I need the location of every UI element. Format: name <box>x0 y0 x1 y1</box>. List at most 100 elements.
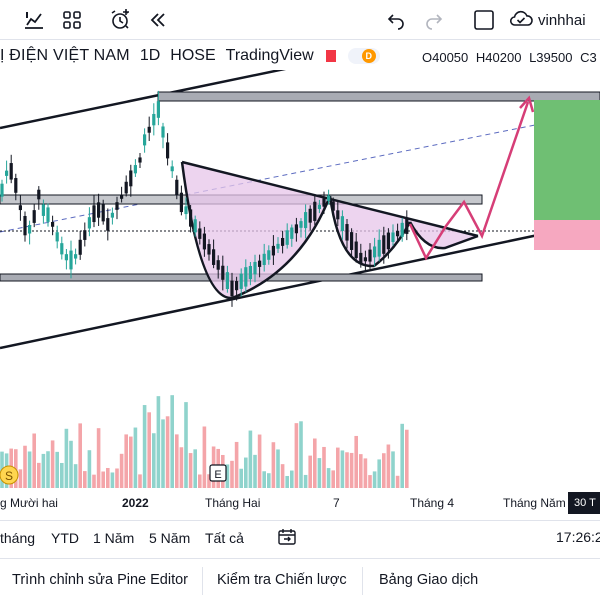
volume-bar <box>322 446 326 488</box>
candle-body <box>60 243 64 255</box>
candle-body <box>400 222 404 237</box>
earnings-marker[interactable] <box>209 464 227 482</box>
volume-bar <box>382 453 386 488</box>
candle-body <box>175 179 179 195</box>
tab-divider <box>202 567 203 595</box>
time-label-feb: Tháng Hai <box>205 496 261 510</box>
range-5y[interactable]: 5 Năm <box>149 530 191 546</box>
candle-body <box>267 250 271 260</box>
earnings-marker-label: E <box>214 469 221 481</box>
volume-bar <box>170 395 174 488</box>
candle-body <box>69 250 73 270</box>
volume-bar <box>184 402 188 488</box>
user-menu[interactable]: vinhhai <box>508 8 586 32</box>
candle-body <box>202 233 206 250</box>
volume-bar <box>294 423 299 488</box>
candle-body <box>405 218 409 234</box>
volume-bar <box>290 470 294 488</box>
candle-body <box>28 225 32 234</box>
price-chart[interactable]: S E <box>0 70 600 488</box>
split-marker[interactable] <box>0 465 19 485</box>
volume-bar <box>60 462 64 488</box>
volume-bar <box>202 426 207 488</box>
symbol-legend[interactable]: Ị ĐIỆN VIỆT NAM 1D HOSE TradingView D <box>0 44 380 68</box>
ohlc-values: O40050 H40200 L39500 C3 <box>422 50 600 65</box>
volume-bar <box>106 467 110 488</box>
candle-body <box>147 126 151 133</box>
candle-body <box>391 232 395 242</box>
range-all[interactable]: Tất cả <box>205 530 244 546</box>
volume-bar <box>253 454 257 488</box>
top-toolbar: vinhhai <box>0 0 600 40</box>
range-1y[interactable]: 1 Năm <box>93 530 135 546</box>
candle-body <box>304 212 308 229</box>
interval-label: 1D <box>139 47 161 64</box>
time-label-7: 7 <box>333 496 340 510</box>
volume-bar <box>368 475 372 488</box>
channel-upper-line[interactable] <box>0 70 415 130</box>
square-select-icon[interactable] <box>470 6 498 34</box>
volume-bar <box>23 445 27 488</box>
volume-bar <box>110 472 115 488</box>
volume-bar <box>55 451 59 488</box>
dividend-badge[interactable]: D <box>347 48 380 64</box>
candle-body <box>9 163 13 180</box>
candle-body <box>166 142 170 159</box>
volume-bar <box>363 458 368 488</box>
channel-lower-line[interactable] <box>0 220 600 350</box>
handle-curve <box>328 195 412 268</box>
volume-bar <box>64 428 69 488</box>
candle-body <box>87 217 91 229</box>
alert-clock-icon[interactable] <box>106 6 134 34</box>
time-axis[interactable]: g Mười hai 2022 Tháng Hai 7 Tháng 4 Thán… <box>0 488 600 518</box>
range-months[interactable]: tháng <box>0 530 36 546</box>
cloud-check-icon <box>508 8 534 32</box>
volume-bar <box>326 468 331 488</box>
candle-body <box>290 227 294 239</box>
symbol-name: Ị ĐIỆN VIỆT NAM <box>0 47 130 64</box>
stop-zone[interactable] <box>534 220 600 250</box>
candle-body <box>46 207 50 222</box>
volume-bar <box>331 470 335 488</box>
volume-bar <box>308 455 312 488</box>
date-range-icon[interactable] <box>277 527 297 552</box>
candle-body <box>97 202 101 218</box>
layout-grid-icon[interactable] <box>58 6 86 34</box>
volume-bar <box>198 474 202 488</box>
replay-icon[interactable] <box>144 6 172 34</box>
candle-body <box>285 230 289 245</box>
source-label: TradingView <box>225 47 314 64</box>
candle-body <box>262 253 266 266</box>
clock-display[interactable]: 17:26:2 <box>556 529 600 545</box>
volume-bar <box>299 421 303 488</box>
candle-body <box>198 228 202 239</box>
candle-body <box>110 212 114 218</box>
tab-strategy-tester[interactable]: Kiểm tra Chiến lược <box>217 572 347 588</box>
volume-bar <box>41 453 46 488</box>
candle-body <box>179 192 183 213</box>
volume-bar <box>271 442 276 488</box>
tab-divider <box>362 567 363 595</box>
volume-series <box>0 395 409 488</box>
volume-bar <box>280 464 285 488</box>
redo-icon[interactable] <box>420 6 448 34</box>
candlestick-series <box>0 90 409 307</box>
projection-path[interactable] <box>408 101 530 261</box>
candle-body <box>92 205 96 223</box>
candle-body <box>373 246 377 258</box>
candle-body <box>212 249 216 265</box>
tab-pine-editor[interactable]: Trình chỉnh sửa Pine Editor <box>12 572 189 588</box>
candle-body <box>101 204 105 222</box>
target-zone[interactable] <box>534 100 600 220</box>
candle-body <box>248 265 252 280</box>
range-ytd[interactable]: YTD <box>51 530 79 546</box>
candle-body <box>299 221 303 228</box>
resistance-zone[interactable] <box>157 91 600 102</box>
candle-body <box>78 239 82 255</box>
candle-body <box>0 183 4 197</box>
open-value: O40050 <box>422 50 469 65</box>
undo-icon[interactable] <box>382 6 410 34</box>
tab-trading-panel[interactable]: Bảng Giao dịch <box>379 572 479 588</box>
chart-type-icon[interactable] <box>20 6 48 34</box>
close-value: C3 <box>580 50 597 65</box>
